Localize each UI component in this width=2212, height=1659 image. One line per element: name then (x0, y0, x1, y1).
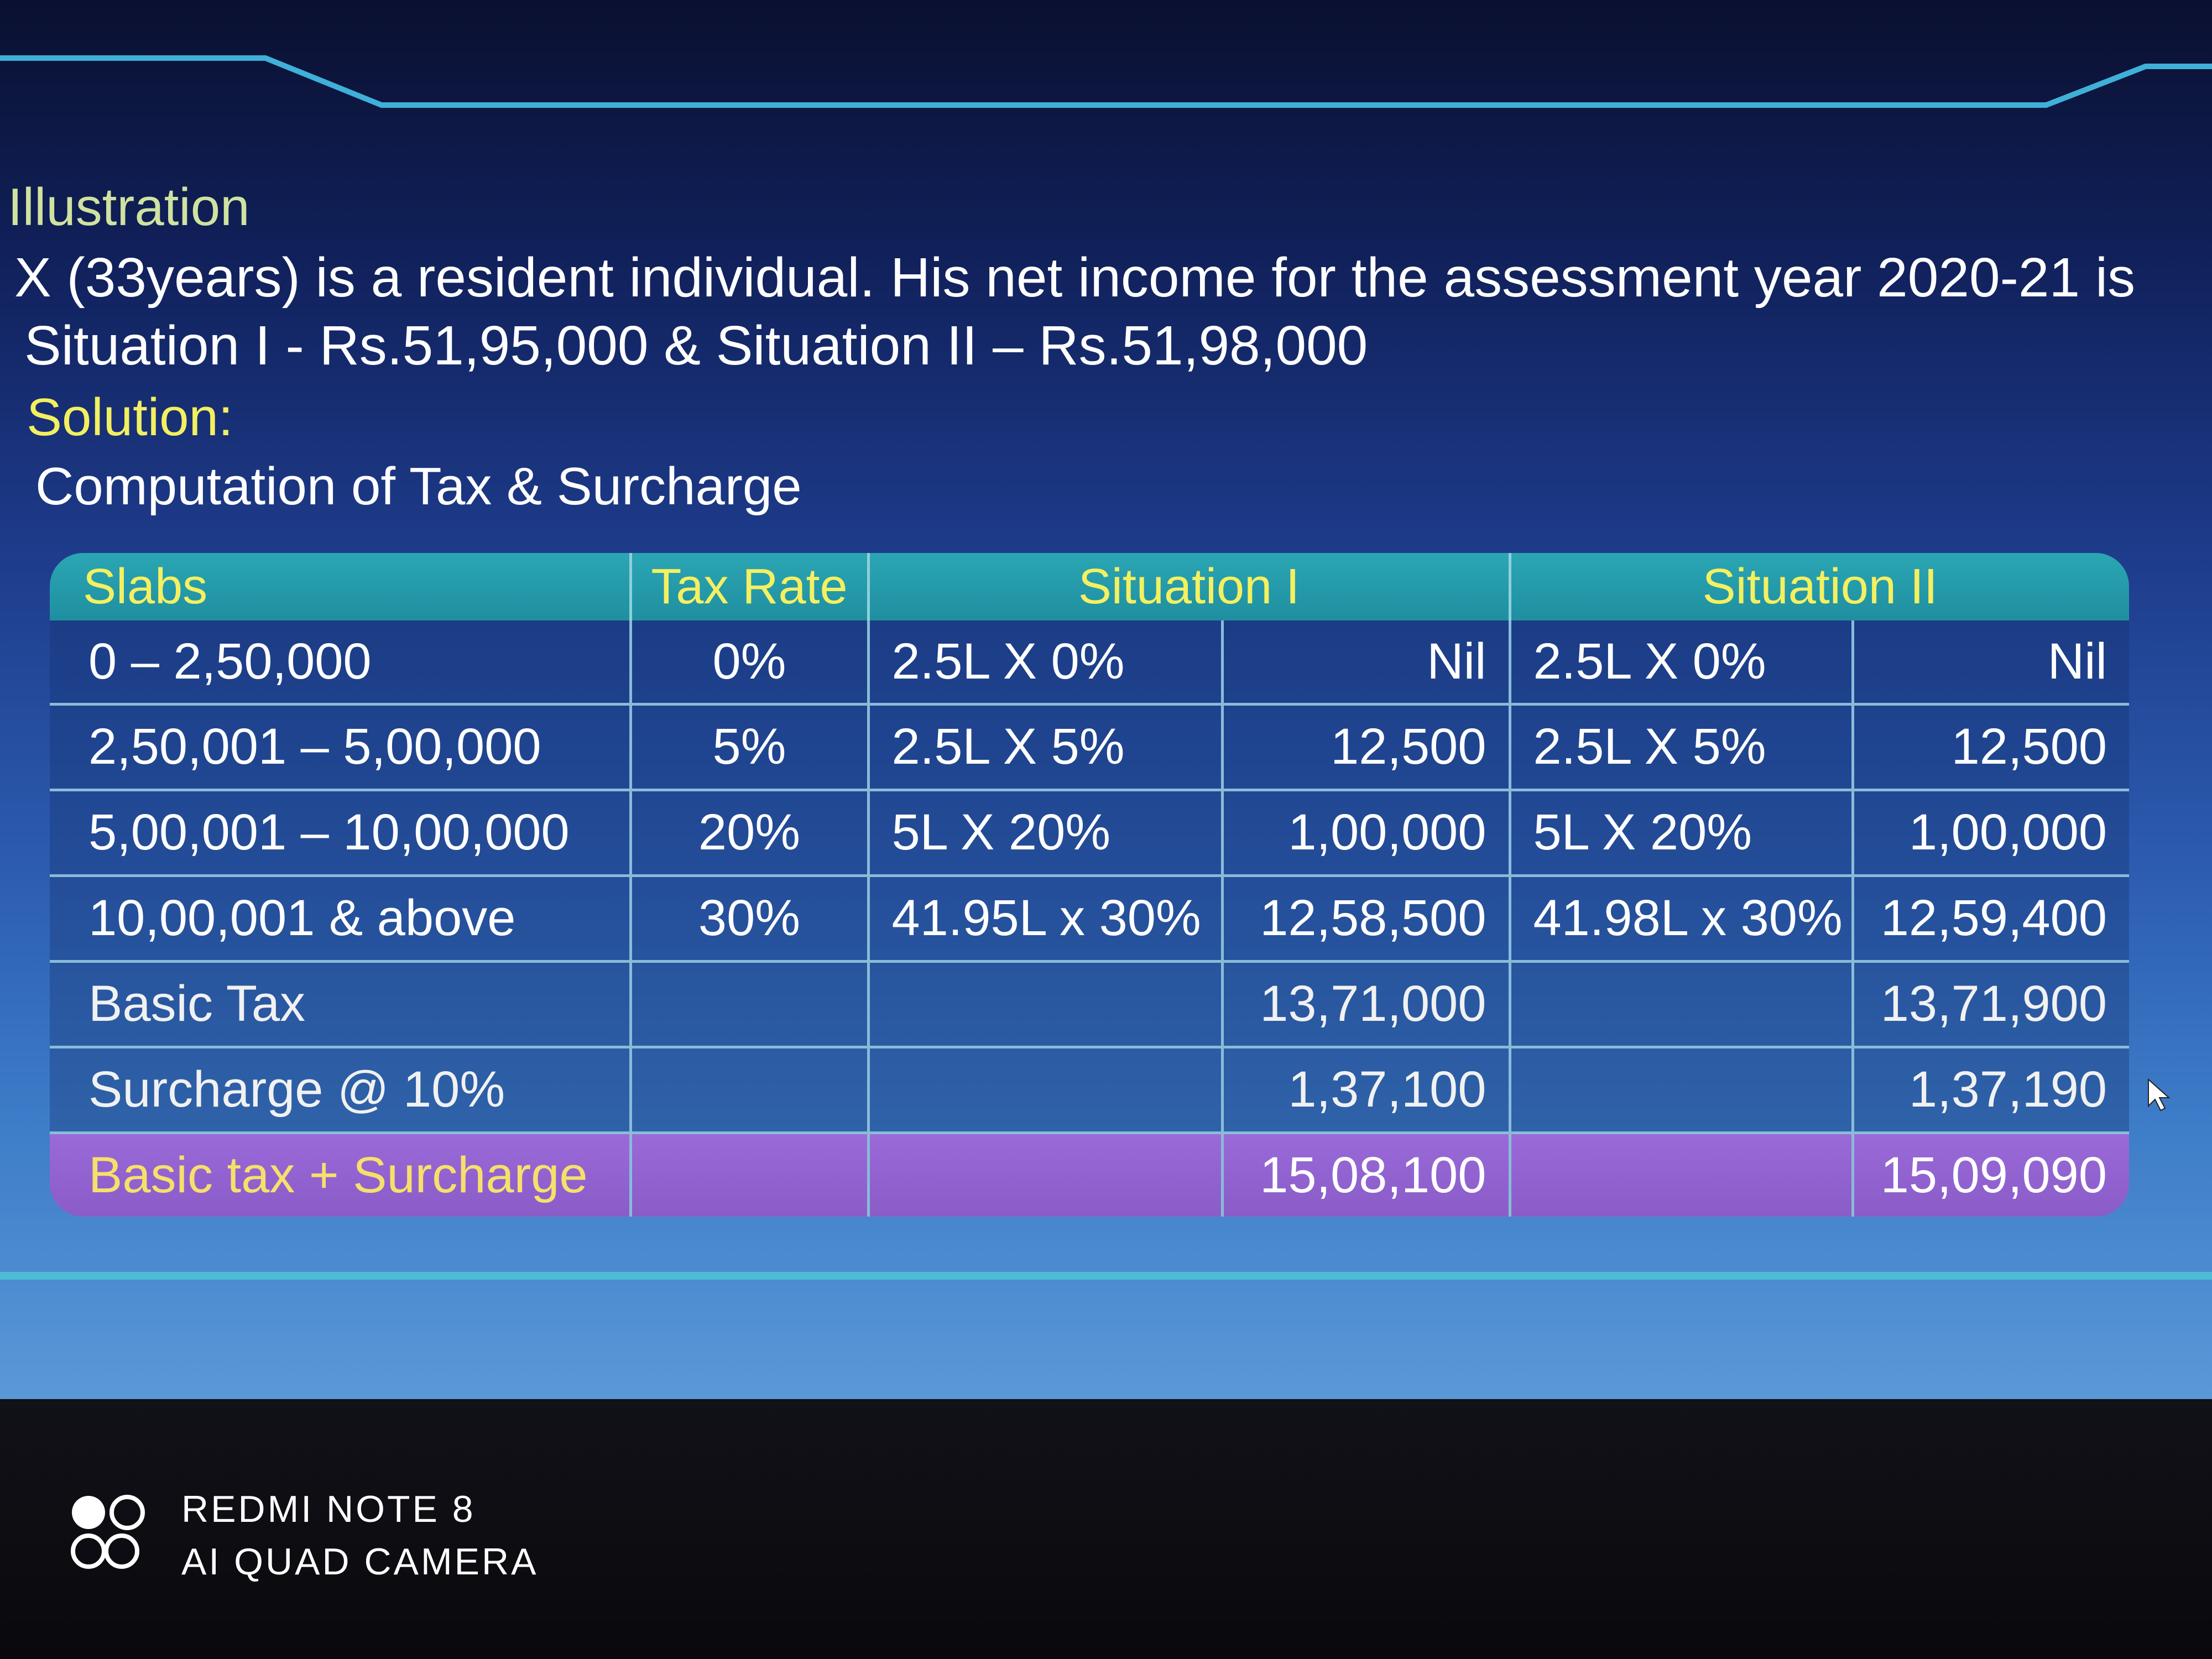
situation1-amount-cell: 15,08,100 (1222, 1133, 1511, 1217)
slab-cell: 5,00,001 – 10,00,000 (50, 790, 632, 877)
situation1-amount-cell: Nil (1222, 620, 1511, 706)
monitor-bezel (0, 1399, 2212, 1659)
slab-cell: Surcharge @ 10% (50, 1047, 632, 1134)
table-row: 0 – 2,50,000 0% 2.5L X 0% Nil 2.5L X 0% … (50, 620, 2130, 706)
situation2-calc-cell: 5L X 20% (1510, 790, 1854, 877)
situation2-amount-cell: 12,500 (1853, 704, 2130, 791)
header-slabs: Slabs (50, 553, 632, 620)
slab-cell: 10,00,001 & above (50, 875, 632, 963)
slide-top-decoration (0, 55, 2212, 108)
slab-cell: Basic Tax (50, 961, 632, 1048)
situation1-calc-cell: 5L X 20% (868, 790, 1224, 877)
surcharge-row: Surcharge @ 10% 1,37,100 1,37,190 (50, 1047, 2130, 1134)
basic-tax-row: Basic Tax 13,71,000 13,71,900 (50, 961, 2130, 1048)
total-row: Basic tax + Surcharge 15,08,100 15,09,09… (50, 1133, 2130, 1217)
camera-lens-logo-icon (71, 1495, 145, 1569)
header-situation-2: Situation II (1510, 553, 2130, 620)
slide-bottom-divider (0, 1272, 2212, 1280)
situation1-amount-cell: 13,71,000 (1222, 961, 1511, 1048)
situation1-amount-cell: 12,500 (1222, 704, 1511, 791)
situation1-amount-cell: 1,37,100 (1222, 1047, 1511, 1134)
situation2-calc-cell: 41.98L x 30% (1510, 875, 1854, 963)
situation1-amount-cell: 1,00,000 (1222, 790, 1511, 877)
tax-computation-table: Slabs Tax Rate Situation I Situation II … (50, 553, 2130, 1217)
problem-statement-line1: X (33years) is a resident individual. Hi… (14, 247, 2136, 309)
situation1-calc-cell (868, 1133, 1224, 1217)
header-situation-1: Situation I (868, 553, 1511, 620)
rate-cell (630, 1133, 870, 1217)
problem-statement-line2: Situation I - Rs.51,95,000 & Situation I… (24, 315, 1368, 377)
situation2-calc-cell (1510, 1133, 1854, 1217)
situation2-calc-cell (1510, 961, 1854, 1048)
situation1-amount-cell: 12,58,500 (1222, 875, 1511, 963)
slab-cell: Basic tax + Surcharge (50, 1133, 632, 1217)
slide-screen: Illustration X (33years) is a resident i… (0, 0, 2212, 1399)
situation1-calc-cell: 41.95L x 30% (868, 875, 1224, 963)
situation2-amount-cell: 1,00,000 (1853, 790, 2130, 877)
rate-cell (630, 1047, 870, 1134)
situation2-calc-cell: 2.5L X 5% (1510, 704, 1854, 791)
table-row: 10,00,001 & above 30% 41.95L x 30% 12,58… (50, 875, 2130, 963)
situation1-calc-cell (868, 1047, 1224, 1134)
camera-watermark-line1: REDMI NOTE 8 (181, 1488, 476, 1530)
situation1-calc-cell: 2.5L X 0% (868, 620, 1224, 706)
situation2-amount-cell: 13,71,900 (1853, 961, 2130, 1048)
illustration-label: Illustration (8, 178, 250, 237)
slab-cell: 0 – 2,50,000 (50, 620, 632, 706)
situation2-calc-cell: 2.5L X 0% (1510, 620, 1854, 706)
tax-table-container: Slabs Tax Rate Situation I Situation II … (50, 553, 2130, 1217)
rate-cell: 5% (630, 704, 870, 791)
rate-cell: 0% (630, 620, 870, 706)
camera-watermark-line2: AI QUAD CAMERA (181, 1541, 539, 1583)
situation1-calc-cell: 2.5L X 5% (868, 704, 1224, 791)
situation2-amount-cell: 15,09,090 (1853, 1133, 2130, 1217)
situation2-amount-cell: 1,37,190 (1853, 1047, 2130, 1134)
mouse-pointer-icon (2148, 1078, 2171, 1112)
rate-cell: 30% (630, 875, 870, 963)
rate-cell (630, 961, 870, 1048)
rate-cell: 20% (630, 790, 870, 877)
table-header-row: Slabs Tax Rate Situation I Situation II (50, 553, 2130, 620)
table-row: 2,50,001 – 5,00,000 5% 2.5L X 5% 12,500 … (50, 704, 2130, 791)
situation1-calc-cell (868, 961, 1224, 1048)
table-row: 5,00,001 – 10,00,000 20% 5L X 20% 1,00,0… (50, 790, 2130, 877)
situation2-amount-cell: 12,59,400 (1853, 875, 2130, 963)
computation-title: Computation of Tax & Surcharge (35, 457, 802, 516)
header-tax-rate: Tax Rate (630, 553, 870, 620)
situation2-calc-cell (1510, 1047, 1854, 1134)
situation2-amount-cell: Nil (1853, 620, 2130, 706)
slab-cell: 2,50,001 – 5,00,000 (50, 704, 632, 791)
solution-label: Solution: (27, 388, 233, 447)
